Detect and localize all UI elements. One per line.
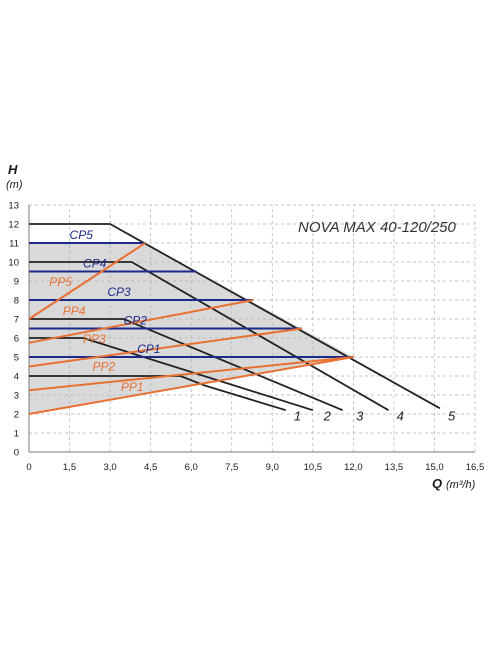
speed-curve-1 <box>29 375 287 412</box>
y-tick-label: 10 <box>8 258 19 269</box>
y-axis-title: H <box>8 162 18 177</box>
y-tick-label: 8 <box>14 296 19 307</box>
speed-curve-2 <box>29 337 314 412</box>
x-tick-label: 6,0 <box>185 462 198 473</box>
pp-curve-pp4 <box>28 299 254 344</box>
x-tick-label: 13,5 <box>385 462 404 473</box>
curve-label-3: 3 <box>356 409 364 424</box>
curve-label-cp1: CP1 <box>137 342 160 356</box>
curve-label-cp2: CP2 <box>124 314 148 328</box>
y-tick-label: 6 <box>14 334 19 345</box>
pp-curve-pp5 <box>28 242 146 320</box>
curve-label-5: 5 <box>448 409 456 424</box>
pp-curve-pp3 <box>28 327 303 368</box>
curve-label-1: 1 <box>294 409 301 424</box>
y-tick-label: 2 <box>14 410 19 421</box>
y-tick-label: 1 <box>14 429 19 440</box>
speed-curve-4 <box>29 261 389 411</box>
y-tick-label: 4 <box>14 372 19 383</box>
pp-curves-layer <box>28 242 354 415</box>
curve-label-pp5: PP5 <box>49 275 72 289</box>
x-axis-title: Q <box>432 476 442 491</box>
x-tick-label: 10,5 <box>304 462 323 473</box>
x-tick-label: 0 <box>26 462 31 473</box>
y-tick-label: 0 <box>14 448 19 459</box>
pp-curve-pp1 <box>28 356 354 415</box>
cp-curves-layer <box>29 242 354 358</box>
pp-curve-pp2 <box>28 356 354 392</box>
y-axis-unit: (m) <box>6 179 23 191</box>
curve-label-pp3: PP3 <box>83 332 106 346</box>
curve-label-cp5: CP5 <box>70 228 94 242</box>
curve-label-pp2: PP2 <box>93 359 116 373</box>
speed-curve-3 <box>29 318 343 412</box>
speed-curve-5 <box>29 223 441 410</box>
y-tick-label: 5 <box>14 353 19 364</box>
y-tick-label: 12 <box>8 220 19 231</box>
x-axis-unit: (m³/h) <box>446 479 476 491</box>
y-tick-label: 13 <box>8 201 19 212</box>
y-tick-label: 3 <box>14 391 19 402</box>
x-tick-label: 1,5 <box>63 462 76 473</box>
x-tick-label: 15,0 <box>425 462 444 473</box>
x-tick-label: 7,5 <box>225 462 238 473</box>
y-tick-label: 9 <box>14 277 19 288</box>
x-tick-label: 4,5 <box>144 462 157 473</box>
curve-label-cp3: CP3 <box>107 285 131 299</box>
curve-label-4: 4 <box>397 409 404 424</box>
chart-title: NOVA MAX 40-120/250 <box>298 219 457 236</box>
x-tick-label: 3,0 <box>103 462 116 473</box>
x-tick-label: 16,5 <box>466 462 485 473</box>
x-tick-label: 12,0 <box>344 462 363 473</box>
x-tick-label: 9,0 <box>266 462 279 473</box>
speed-curves-layer <box>29 223 441 412</box>
y-tick-label: 7 <box>14 315 19 326</box>
curve-label-pp1: PP1 <box>121 380 144 394</box>
curve-label-cp4: CP4 <box>83 257 107 271</box>
curve-label-2: 2 <box>323 409 332 424</box>
axes-layer: 0 1,5 3,0 4,5 6,0 7,5 9,0 10,5 12,0 13,5 15,0 16,5 0… <box>8 201 484 474</box>
y-tick-label: 11 <box>9 239 19 250</box>
curve-label-pp4: PP4 <box>63 304 86 318</box>
